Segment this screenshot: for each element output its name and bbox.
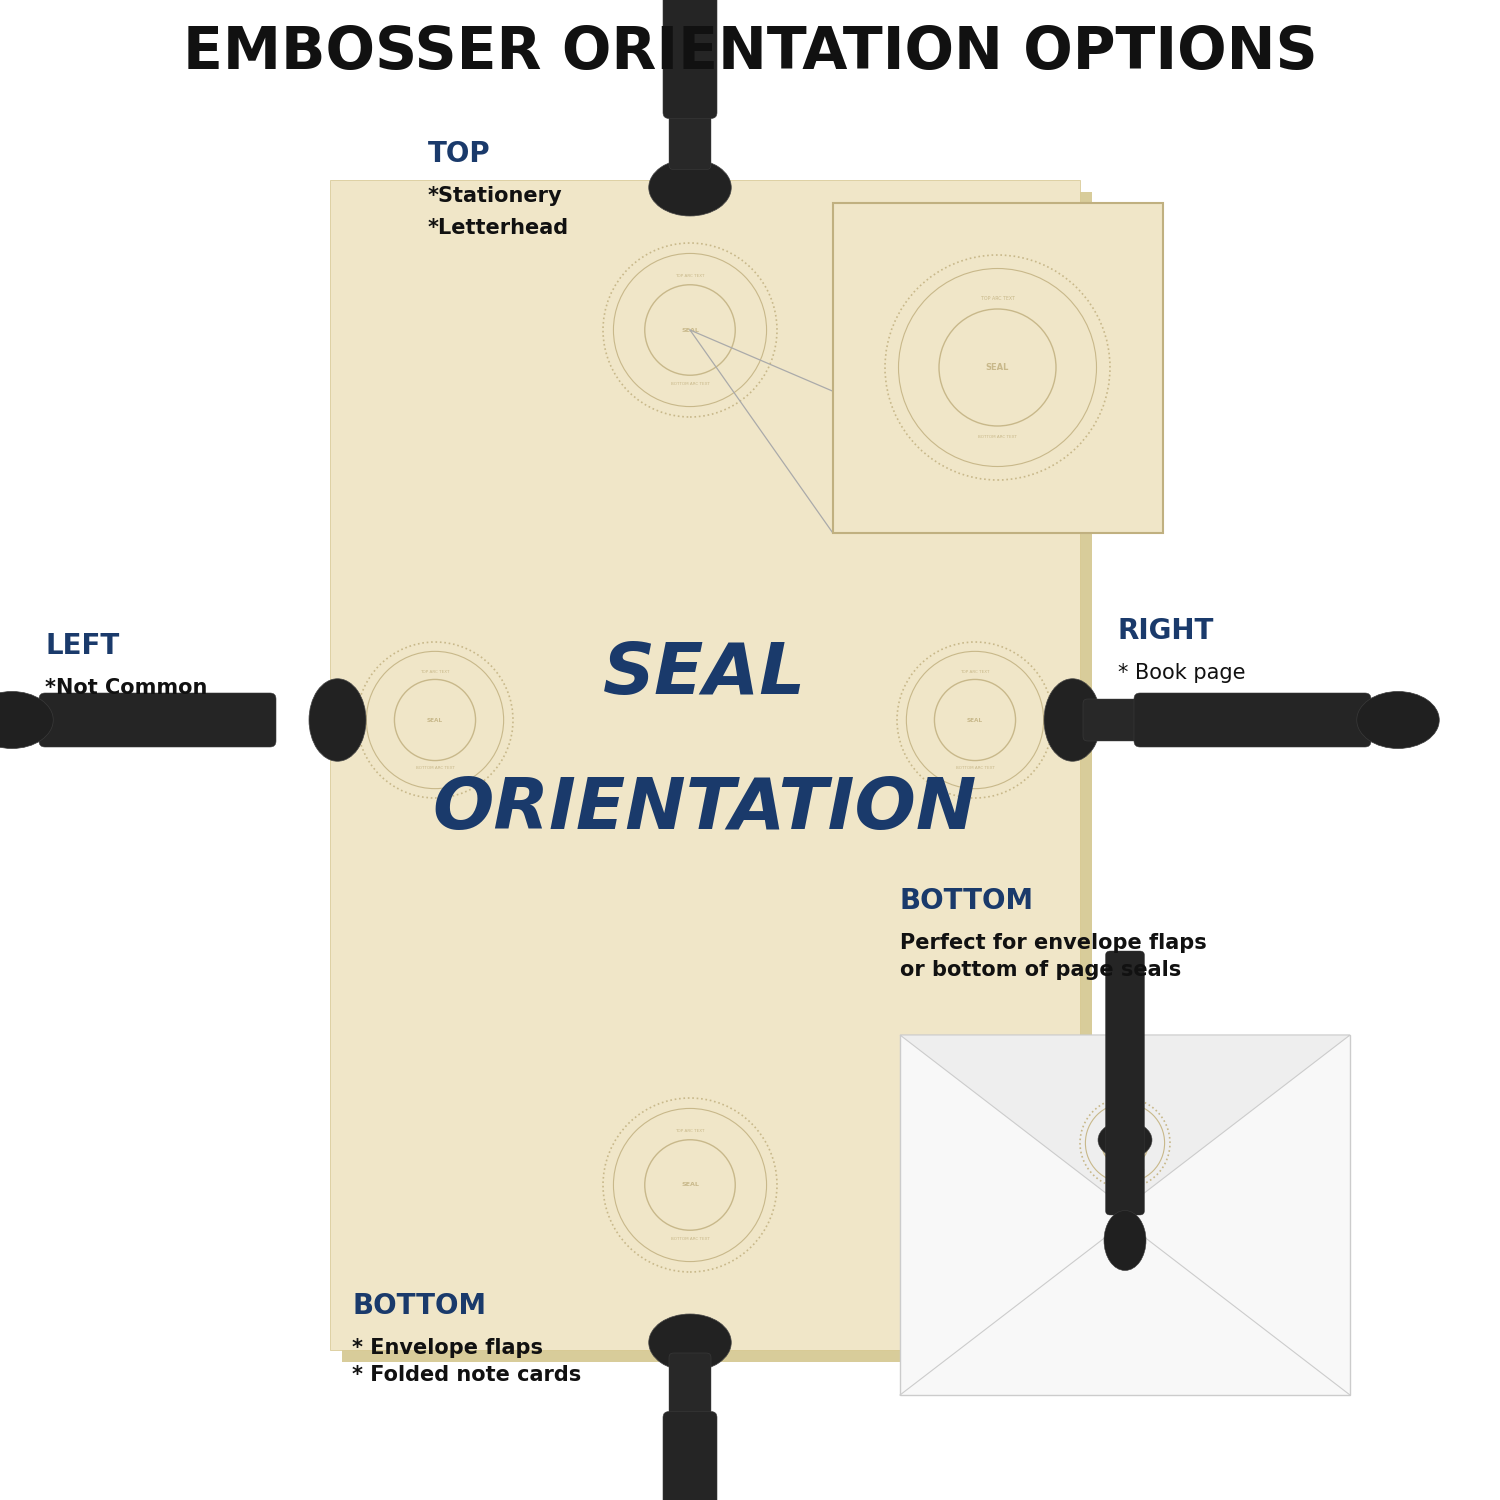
Text: BOTTOM ARC TEXT: BOTTOM ARC TEXT <box>1106 1168 1144 1173</box>
Ellipse shape <box>1044 678 1101 762</box>
FancyBboxPatch shape <box>1110 1136 1140 1184</box>
Text: EMBOSSER ORIENTATION OPTIONS: EMBOSSER ORIENTATION OPTIONS <box>183 24 1317 81</box>
Text: BOTTOM: BOTTOM <box>352 1292 486 1320</box>
Text: or bottom of page seals: or bottom of page seals <box>900 960 1182 980</box>
Text: ORIENTATION: ORIENTATION <box>433 776 976 844</box>
FancyBboxPatch shape <box>1083 699 1152 741</box>
Text: RIGHT: RIGHT <box>1118 616 1214 645</box>
Ellipse shape <box>648 1314 732 1371</box>
Text: LEFT: LEFT <box>45 632 120 660</box>
FancyBboxPatch shape <box>669 1353 711 1422</box>
Text: TOP: TOP <box>427 140 490 168</box>
FancyBboxPatch shape <box>206 699 274 741</box>
Text: TOP ARC TEXT: TOP ARC TEXT <box>960 670 990 674</box>
FancyBboxPatch shape <box>1106 951 1144 1215</box>
Text: * Book page: * Book page <box>1118 663 1245 682</box>
Ellipse shape <box>1104 1210 1146 1270</box>
Text: * Envelope flaps: * Envelope flaps <box>352 1338 543 1358</box>
FancyBboxPatch shape <box>669 100 711 170</box>
FancyBboxPatch shape <box>330 180 1080 1350</box>
Text: *Stationery: *Stationery <box>427 186 562 206</box>
Text: TOP ARC TEXT: TOP ARC TEXT <box>420 670 450 674</box>
FancyBboxPatch shape <box>663 1412 717 1500</box>
Text: TOP ARC TEXT: TOP ARC TEXT <box>1110 1113 1140 1118</box>
Text: SEAL: SEAL <box>1118 1140 1132 1146</box>
Text: TOP ARC TEXT: TOP ARC TEXT <box>675 274 705 279</box>
Ellipse shape <box>0 692 54 748</box>
Text: SEAL: SEAL <box>427 717 442 723</box>
Text: TOP ARC TEXT: TOP ARC TEXT <box>981 296 1014 300</box>
Text: BOTTOM ARC TEXT: BOTTOM ARC TEXT <box>670 1236 710 1240</box>
Text: *Letterhead: *Letterhead <box>427 217 568 237</box>
Text: BOTTOM ARC TEXT: BOTTOM ARC TEXT <box>978 435 1017 439</box>
FancyBboxPatch shape <box>342 192 1092 1362</box>
Ellipse shape <box>1356 692 1440 748</box>
Text: BOTTOM ARC TEXT: BOTTOM ARC TEXT <box>416 766 454 770</box>
FancyBboxPatch shape <box>833 202 1162 532</box>
Text: * Folded note cards: * Folded note cards <box>352 1365 582 1384</box>
Text: SEAL: SEAL <box>603 640 807 710</box>
Text: *Not Common: *Not Common <box>45 678 207 698</box>
FancyBboxPatch shape <box>663 0 717 118</box>
Text: SEAL: SEAL <box>681 327 699 333</box>
Text: TOP ARC TEXT: TOP ARC TEXT <box>675 1130 705 1134</box>
FancyBboxPatch shape <box>900 1035 1350 1395</box>
Ellipse shape <box>1098 1122 1152 1158</box>
Text: Perfect for envelope flaps: Perfect for envelope flaps <box>900 933 1206 952</box>
Text: BOTTOM: BOTTOM <box>900 886 1034 915</box>
Text: SEAL: SEAL <box>968 717 982 723</box>
Polygon shape <box>900 1035 1350 1208</box>
Text: BOTTOM ARC TEXT: BOTTOM ARC TEXT <box>956 766 994 770</box>
Text: BOTTOM ARC TEXT: BOTTOM ARC TEXT <box>670 381 710 386</box>
FancyBboxPatch shape <box>39 693 276 747</box>
Text: SEAL: SEAL <box>681 1182 699 1188</box>
Text: SEAL: SEAL <box>986 363 1010 372</box>
Ellipse shape <box>309 678 366 762</box>
Ellipse shape <box>648 159 732 216</box>
FancyBboxPatch shape <box>1134 693 1371 747</box>
